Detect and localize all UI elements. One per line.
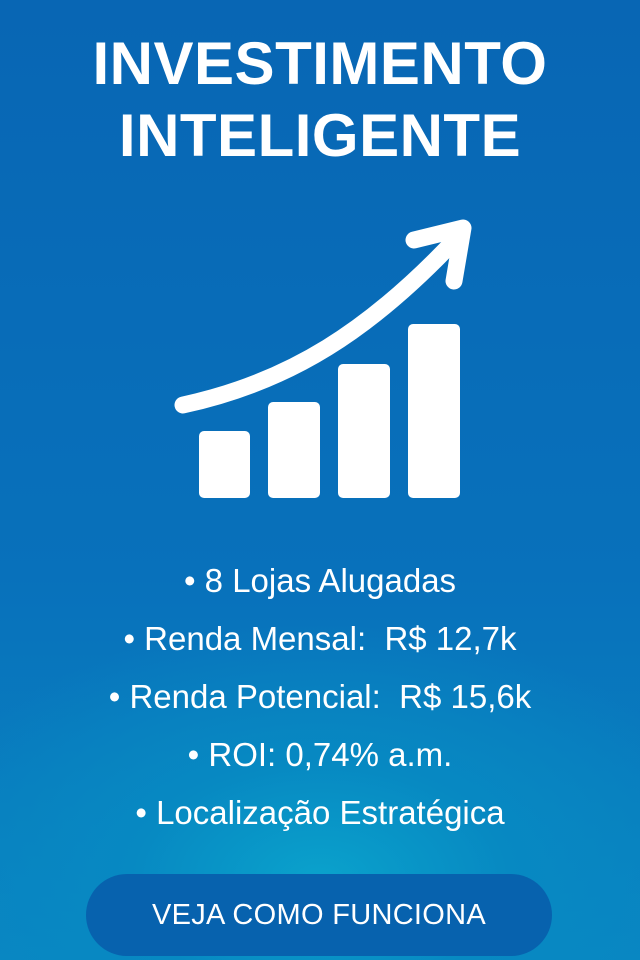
- bar-4: [408, 324, 460, 498]
- feature-list: • 8 Lojas Alugadas • Renda Mensal: R$ 12…: [0, 552, 640, 842]
- list-item: • Renda Potencial: R$ 15,6k: [108, 678, 532, 715]
- growth-arrow-head: [405, 219, 472, 290]
- headline-line-1: INVESTIMENTO: [92, 30, 548, 97]
- list-item: • Renda Mensal: R$ 12,7k: [123, 620, 517, 657]
- headline-line-2: INTELIGENTE: [118, 102, 522, 169]
- bar-chart-growth-arrow-icon: [0, 0, 640, 520]
- bar-2: [268, 402, 320, 498]
- bar-3: [338, 364, 390, 498]
- list-item: • Localização Estratégica: [135, 794, 505, 831]
- growth-arrow-line: [174, 231, 464, 414]
- headline: INVESTIMENTO INTELIGENTE: [0, 28, 640, 172]
- bar-1: [199, 431, 250, 498]
- list-item: • 8 Lojas Alugadas: [183, 562, 457, 599]
- see-how-it-works-button[interactable]: VEJA COMO FUNCIONA: [86, 874, 552, 956]
- list-item: • ROI: 0,74% a.m.: [187, 736, 453, 773]
